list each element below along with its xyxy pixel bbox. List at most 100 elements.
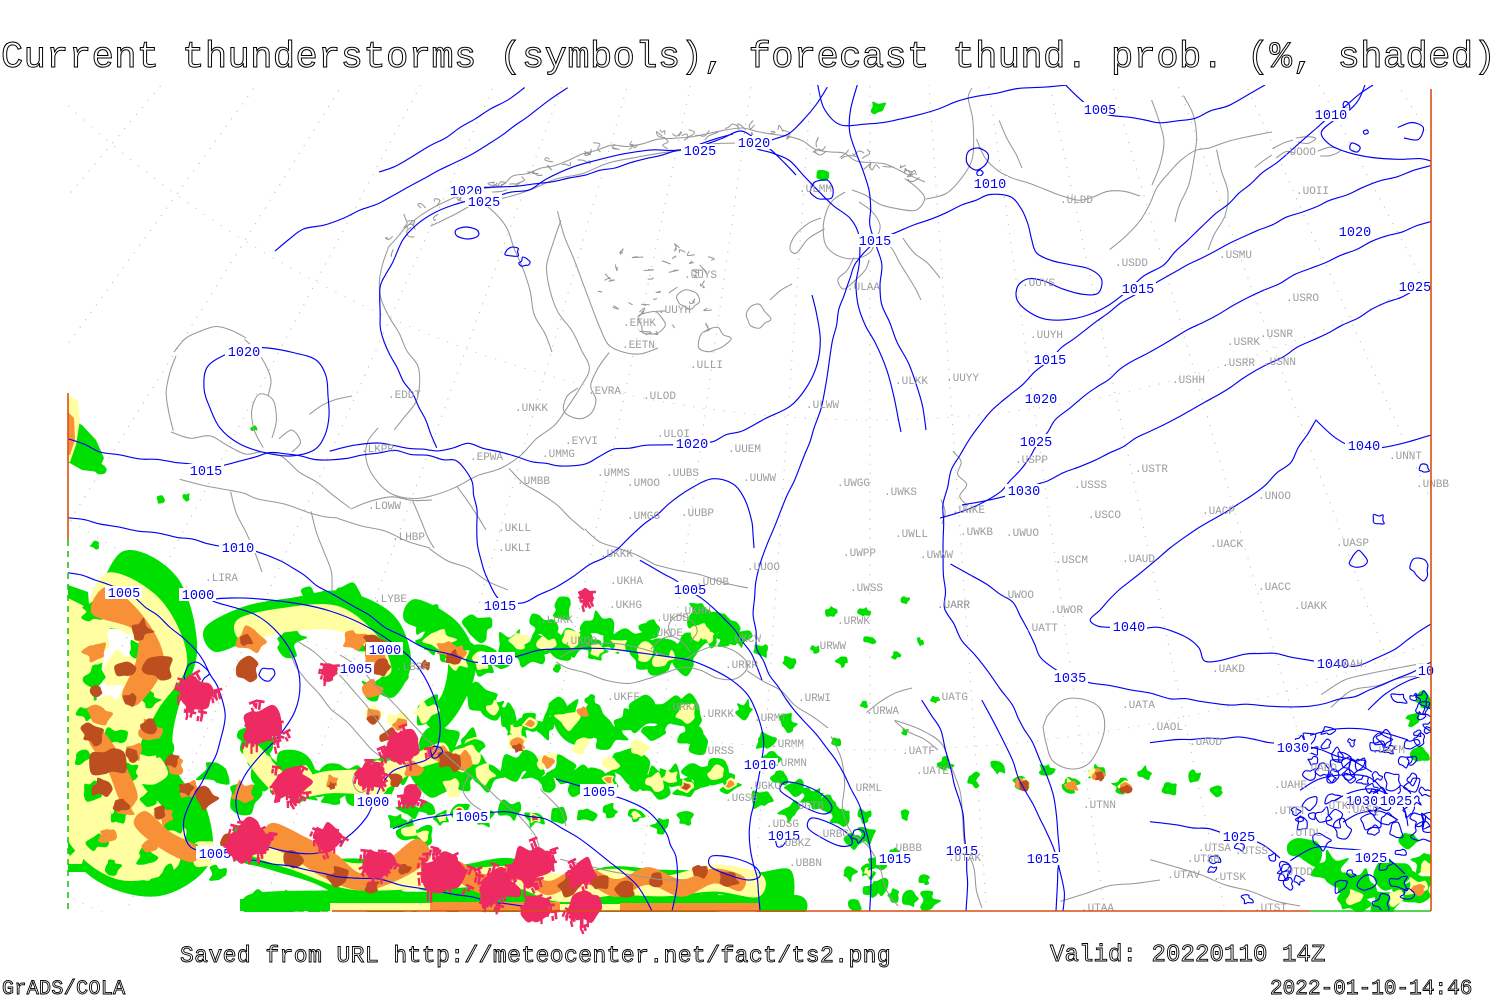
svg-text:.UUOB: .UUOB	[696, 577, 729, 589]
svg-text:1005: 1005	[108, 587, 140, 602]
svg-text:1025: 1025	[1020, 436, 1052, 451]
svg-text:.LHBP: .LHBP	[392, 532, 425, 544]
svg-text:.UUYH: .UUYH	[1030, 330, 1063, 342]
svg-text:.UACK: .UACK	[1210, 539, 1243, 551]
svg-text:.UTKN: .UTKN	[1322, 801, 1355, 813]
svg-text:.LUKK: .LUKK	[540, 615, 573, 627]
svg-text:.UGSB: .UGSB	[725, 793, 758, 805]
svg-text:.UAKK: .UAKK	[1294, 601, 1327, 613]
svg-text:1015: 1015	[1122, 283, 1154, 298]
svg-text:.URWA: .URWA	[866, 706, 899, 718]
svg-text:1025: 1025	[1380, 795, 1412, 810]
svg-text:.USRK: .USRK	[1227, 337, 1260, 349]
svg-text:.UGTB: .UGTB	[791, 801, 824, 813]
svg-text:1010: 1010	[1315, 109, 1347, 124]
svg-text:.UAAH: .UAAH	[1330, 659, 1363, 671]
svg-text:.UAUD: .UAUD	[1122, 554, 1155, 566]
svg-text:.UNBB: .UNBB	[1416, 479, 1449, 491]
svg-text:.USRO: .USRO	[1286, 293, 1319, 305]
svg-text:.USPP: .USPP	[1015, 455, 1048, 467]
svg-text:.UASP: .UASP	[1336, 538, 1369, 550]
svg-text:GrADS/COLA: GrADS/COLA	[2, 978, 126, 1000]
svg-text:.UUEM: .UUEM	[728, 444, 761, 456]
svg-text:1000: 1000	[182, 589, 214, 604]
svg-text:.USSS: .USSS	[1074, 480, 1107, 492]
svg-text:.UKHA: .UKHA	[610, 576, 643, 588]
svg-text:.UMBB: .UMBB	[517, 476, 550, 488]
svg-text:.UWKB: .UWKB	[960, 527, 993, 539]
svg-text:1010: 1010	[222, 542, 254, 557]
svg-text:Valid: 20220110 14Z: Valid: 20220110 14Z	[1050, 942, 1326, 969]
svg-text:1005: 1005	[340, 663, 372, 678]
svg-text:.UKCW: .UKCW	[728, 634, 761, 646]
svg-text:.UUYY: .UUYY	[946, 373, 979, 385]
svg-text:.ULLI: .ULLI	[690, 360, 723, 372]
svg-text:.UOII: .UOII	[1296, 186, 1329, 198]
svg-text:.UAFM: .UAFM	[1372, 745, 1405, 757]
svg-text:.UNNT: .UNNT	[1389, 451, 1422, 463]
svg-text:.ULOD: .ULOD	[643, 391, 676, 403]
svg-text:.USDD: .USDD	[1115, 258, 1148, 270]
svg-text:1015: 1015	[484, 600, 516, 615]
svg-text:.UUWW: .UUWW	[743, 473, 776, 485]
svg-text:.URWW: .URWW	[813, 641, 846, 653]
svg-text:.UTSA: .UTSA	[1198, 843, 1231, 855]
svg-text:.ULDD: .ULDD	[1060, 195, 1093, 207]
svg-text:1015: 1015	[859, 235, 891, 250]
svg-text:.UAHE: .UAHE	[1274, 780, 1307, 792]
svg-text:1015: 1015	[190, 465, 222, 480]
svg-text:.UKDD: .UKDD	[656, 613, 689, 625]
svg-text:.EYVI: .EYVI	[565, 436, 598, 448]
svg-text:.UKLL: .UKLL	[498, 523, 531, 535]
svg-text:.UUYS: .UUYS	[1022, 278, 1055, 290]
svg-text:.EPWA: .EPWA	[470, 452, 503, 464]
svg-text:.UKDE: .UKDE	[650, 628, 683, 640]
svg-text:.UTTT: .UTTT	[1273, 806, 1306, 818]
svg-text:1035: 1035	[1054, 672, 1086, 687]
svg-text:.LKPR: .LKPR	[361, 444, 394, 456]
svg-text:.LBSF: .LBSF	[396, 662, 429, 674]
svg-text:.UGKO: .UGKO	[748, 781, 781, 793]
svg-text:1005: 1005	[583, 786, 615, 801]
svg-text:1025: 1025	[468, 196, 500, 211]
svg-text:.EDDT: .EDDT	[388, 390, 421, 402]
svg-text:.ULAA: .ULAA	[847, 282, 880, 294]
svg-text:.URMT: .URMT	[754, 713, 787, 725]
svg-text:.URWI: .URWI	[798, 693, 831, 705]
svg-text:.LOWW: .LOWW	[368, 501, 401, 513]
svg-text:1025: 1025	[684, 145, 716, 160]
svg-text:.UKFF: .UKFF	[607, 692, 640, 704]
svg-text:.UACP: .UACP	[1202, 506, 1235, 518]
svg-text:1005: 1005	[1084, 104, 1116, 119]
svg-text:.UTAK: .UTAK	[948, 853, 981, 865]
svg-text:.UWKS: .UWKS	[884, 487, 917, 499]
svg-text:.UOOO: .UOOO	[1283, 147, 1316, 159]
svg-text:.URKK: .URKK	[701, 709, 734, 721]
svg-text:.UAOD: .UAOD	[1189, 737, 1222, 749]
svg-text:.UATG: .UATG	[935, 692, 968, 704]
svg-text:.USNR: .USNR	[1260, 329, 1293, 341]
svg-text:.UATE: .UATE	[916, 766, 949, 778]
svg-text:.UTAA: .UTAA	[1081, 903, 1114, 915]
svg-text:.ULKK: .ULKK	[895, 376, 928, 388]
svg-text:1005: 1005	[456, 811, 488, 826]
svg-text:.UTSK: .UTSK	[1213, 872, 1246, 884]
svg-text:.UWLL: .UWLL	[895, 529, 928, 541]
svg-text:.UWPP: .UWPP	[843, 548, 876, 560]
svg-text:.UDSG: .UDSG	[766, 819, 799, 831]
svg-text:1020: 1020	[1025, 393, 1057, 408]
svg-text:.UWOO: .UWOO	[1001, 590, 1034, 602]
svg-text:.UTSS: .UTSS	[1235, 846, 1268, 858]
svg-text:.EFHK: .EFHK	[623, 318, 656, 330]
svg-text:.UUBP: .UUBP	[681, 508, 714, 520]
svg-text:1020: 1020	[228, 346, 260, 361]
svg-text:.UMOO: .UMOO	[627, 478, 660, 490]
svg-text:1040: 1040	[1317, 658, 1349, 673]
svg-text:1030: 1030	[1346, 795, 1378, 810]
svg-text:.UTDD: .UTDD	[1280, 867, 1313, 879]
svg-text:.UUBS: .UUBS	[666, 468, 699, 480]
svg-text:1015: 1015	[768, 830, 800, 845]
svg-text:.URML: .URML	[849, 783, 882, 795]
svg-text:.UAKD: .UAKD	[1212, 664, 1245, 676]
svg-text:.UACC: .UACC	[1258, 582, 1291, 594]
